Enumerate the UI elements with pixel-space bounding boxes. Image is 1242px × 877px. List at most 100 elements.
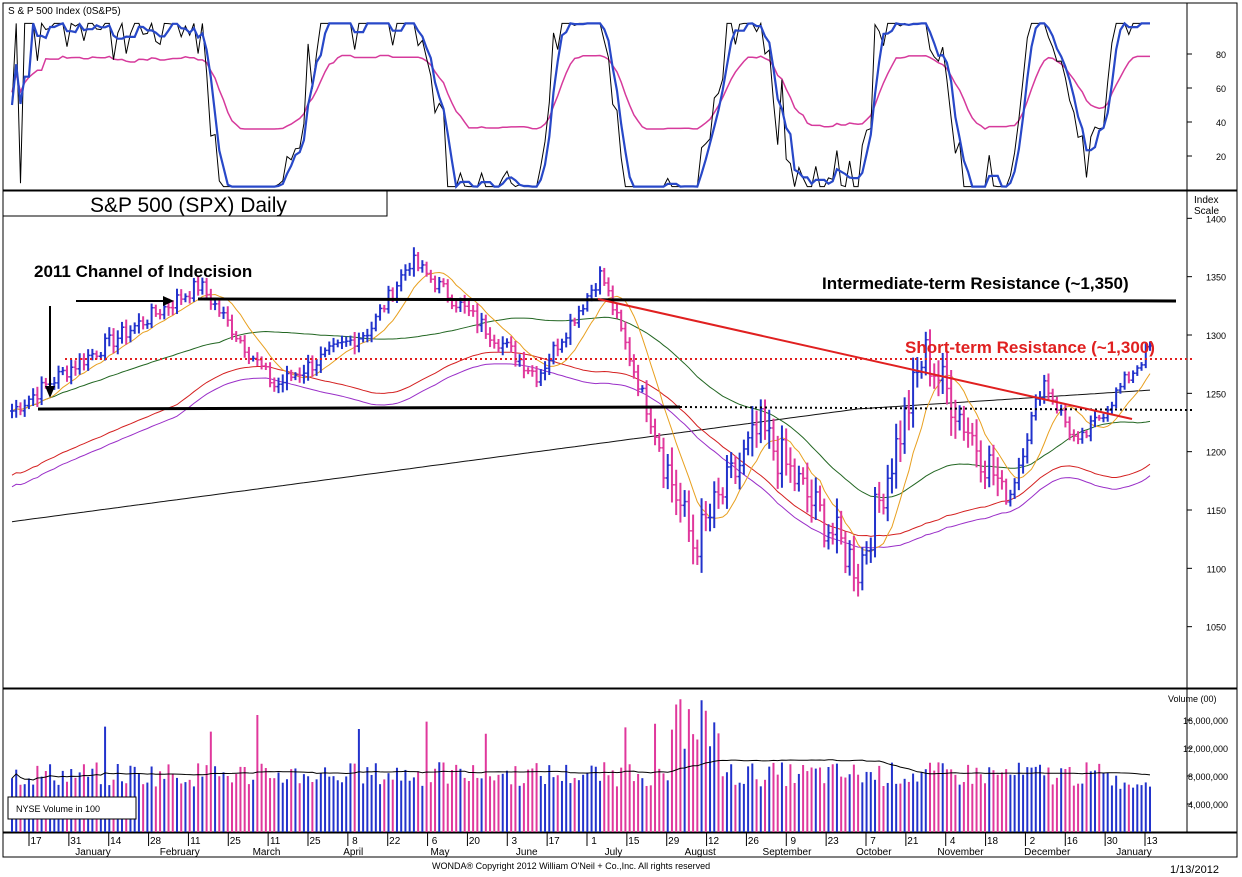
price-bar bbox=[310, 355, 315, 377]
price-bar bbox=[843, 531, 848, 574]
price-bar bbox=[813, 477, 818, 520]
price-bar bbox=[331, 337, 336, 353]
price-bar bbox=[894, 423, 899, 489]
price-bar bbox=[107, 327, 112, 347]
price-bar bbox=[983, 460, 988, 489]
price-bar bbox=[999, 470, 1004, 490]
price-bar bbox=[119, 321, 124, 344]
price-bar bbox=[60, 366, 65, 376]
price-bar bbox=[720, 487, 725, 505]
price-bar bbox=[416, 252, 421, 272]
x-month-label: March bbox=[253, 847, 281, 858]
x-day-label: 15 bbox=[628, 836, 640, 847]
x-month-labels: January February March April May June July Augu… bbox=[75, 847, 1152, 858]
price-bar bbox=[18, 402, 23, 416]
price-bar bbox=[898, 420, 903, 463]
stochastic-tick-labels: 80 60 40 20 bbox=[1216, 50, 1226, 162]
channel-annotation: 2011 Channel of Indecision bbox=[34, 262, 252, 281]
price-bar bbox=[196, 276, 201, 296]
x-day-label: 3 bbox=[512, 836, 518, 847]
price-bar bbox=[1097, 414, 1102, 421]
x-day-label: 17 bbox=[549, 836, 561, 847]
price-tick-label: 1300 bbox=[1206, 331, 1226, 341]
price-bar bbox=[784, 428, 789, 476]
price-bar bbox=[1076, 431, 1081, 445]
price-bar bbox=[1021, 448, 1026, 474]
price-bar bbox=[703, 501, 708, 532]
price-bar bbox=[268, 362, 273, 388]
price-bar bbox=[10, 403, 14, 419]
price-bar bbox=[974, 419, 979, 468]
short-term-resistance-label: Short-term Resistance (~1,300) bbox=[905, 338, 1155, 357]
price-bar bbox=[949, 369, 954, 436]
price-bar bbox=[551, 341, 556, 365]
x-month-label: February bbox=[160, 847, 200, 858]
price-bar bbox=[796, 465, 801, 492]
x-day-label: 13 bbox=[1146, 836, 1158, 847]
x-month-label: January bbox=[1116, 847, 1152, 858]
price-bar bbox=[488, 327, 493, 348]
ma-200-line bbox=[11, 389, 1151, 523]
x-day-label: 1 bbox=[591, 836, 597, 847]
stochastic-tick-label: 20 bbox=[1216, 152, 1226, 162]
price-bar bbox=[919, 360, 924, 379]
price-bar bbox=[543, 361, 548, 381]
price-bar bbox=[373, 313, 378, 332]
price-bar bbox=[669, 447, 674, 503]
price-bar bbox=[1012, 478, 1017, 499]
intermediate-resistance-line bbox=[197, 297, 1177, 303]
x-day-labels: 17 31 14 28 11 25 11 25 8 22 6 20 3 17 1 15 29 12 26 9 23 7 21… bbox=[28, 833, 1158, 847]
price-bar bbox=[818, 485, 823, 512]
date-axis-panel bbox=[2, 832, 1238, 858]
price-bar bbox=[1033, 394, 1038, 421]
stochastic-tick-label: 80 bbox=[1216, 50, 1226, 60]
volume-tick-label: 16,000,000 bbox=[1183, 716, 1228, 726]
price-bar bbox=[906, 390, 911, 431]
price-bar bbox=[957, 405, 962, 431]
price-bar bbox=[733, 455, 738, 484]
arrow-right-icon bbox=[76, 296, 174, 306]
price-bar bbox=[115, 330, 120, 355]
price-bar bbox=[382, 304, 387, 313]
price-bar bbox=[369, 321, 374, 343]
x-month-label: October bbox=[856, 847, 892, 858]
price-bar bbox=[712, 481, 717, 529]
price-bar bbox=[995, 457, 1000, 497]
x-day-label: 26 bbox=[748, 836, 760, 847]
price-bar bbox=[403, 264, 408, 281]
price-bar bbox=[420, 260, 425, 273]
price-bar bbox=[492, 334, 497, 349]
volume-grid bbox=[1187, 719, 1192, 805]
price-bar bbox=[323, 347, 328, 358]
stochastic-panel bbox=[2, 2, 1238, 191]
price-bar bbox=[1029, 411, 1034, 445]
price-bar bbox=[1109, 401, 1114, 414]
price-bar bbox=[1101, 413, 1106, 423]
x-day-label: 23 bbox=[828, 836, 840, 847]
volume-tick-labels: 16,000,000 12,000,000 8,000,000 4,000,000 bbox=[1183, 716, 1228, 810]
price-bar bbox=[741, 439, 746, 475]
price-bar bbox=[708, 503, 713, 532]
price-bar bbox=[640, 385, 645, 393]
intermediate-resistance-label: Intermediate-term Resistance (~1,350) bbox=[822, 274, 1129, 293]
price-bar bbox=[513, 340, 518, 367]
price-bar bbox=[534, 366, 539, 388]
price-bar bbox=[1080, 427, 1085, 444]
price-bar bbox=[378, 304, 383, 321]
price-bar bbox=[242, 335, 247, 358]
price-bar bbox=[272, 377, 277, 392]
price-grid bbox=[1187, 217, 1192, 628]
price-bar bbox=[991, 444, 996, 486]
stochastic-grid bbox=[1187, 53, 1192, 157]
x-day-label: 18 bbox=[987, 836, 999, 847]
x-month-label: July bbox=[605, 847, 623, 858]
price-bar bbox=[128, 325, 133, 343]
price-bar bbox=[64, 365, 69, 382]
price-bar bbox=[26, 395, 31, 410]
price-bar bbox=[454, 300, 459, 313]
price-bar bbox=[428, 269, 433, 283]
price-bar bbox=[792, 458, 797, 492]
price-bar bbox=[509, 336, 514, 353]
price-bar bbox=[657, 433, 662, 452]
x-day-label: 7 bbox=[870, 836, 876, 847]
